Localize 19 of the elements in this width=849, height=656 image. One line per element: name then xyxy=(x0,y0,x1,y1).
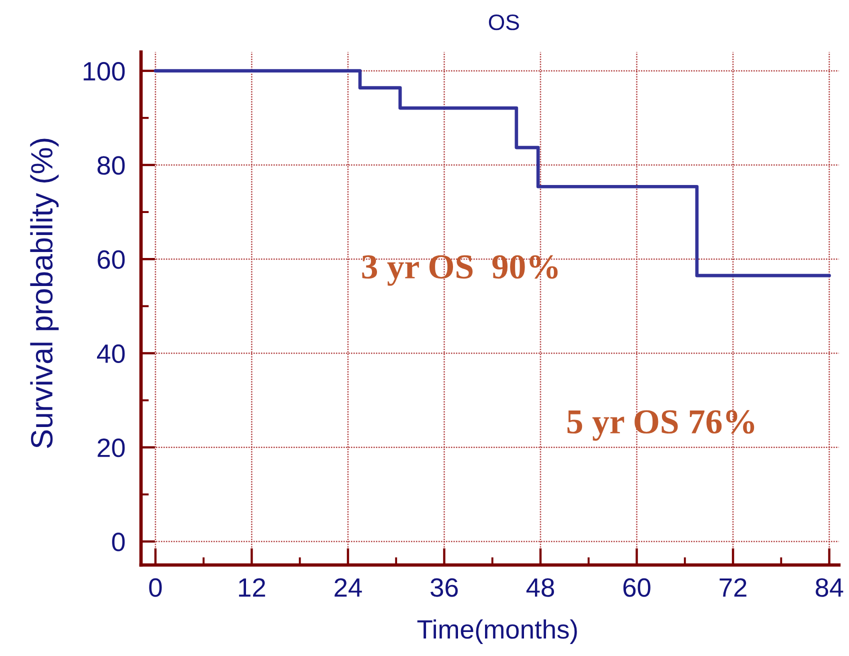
x-tick-label: 12 xyxy=(239,578,266,597)
y-tick-label: 0 xyxy=(112,532,125,552)
y-tick-label: 20 xyxy=(98,438,125,458)
x-tick-label: 84 xyxy=(816,578,844,597)
x-tick-label: 36 xyxy=(430,578,458,597)
x-tick-label: 48 xyxy=(526,578,554,597)
x-tick-label: 60 xyxy=(623,578,650,597)
y-tick-label: 40 xyxy=(97,344,125,364)
chart-title: OS xyxy=(488,14,519,30)
x-tick-label: 24 xyxy=(334,578,362,597)
annotation: 3 yr OS 90% xyxy=(362,255,558,286)
y-tick-label: 100 xyxy=(84,62,125,81)
x-tick-label: 0 xyxy=(149,578,162,597)
y-axis-title: Survival probability (%) xyxy=(30,138,59,448)
x-axis-title: Time(months) xyxy=(417,619,577,644)
y-tick-label: 80 xyxy=(98,156,125,175)
x-tick-label: 72 xyxy=(720,578,746,597)
annotation: 5 yr OS 76% xyxy=(567,410,754,441)
y-tick-label: 60 xyxy=(98,250,125,269)
